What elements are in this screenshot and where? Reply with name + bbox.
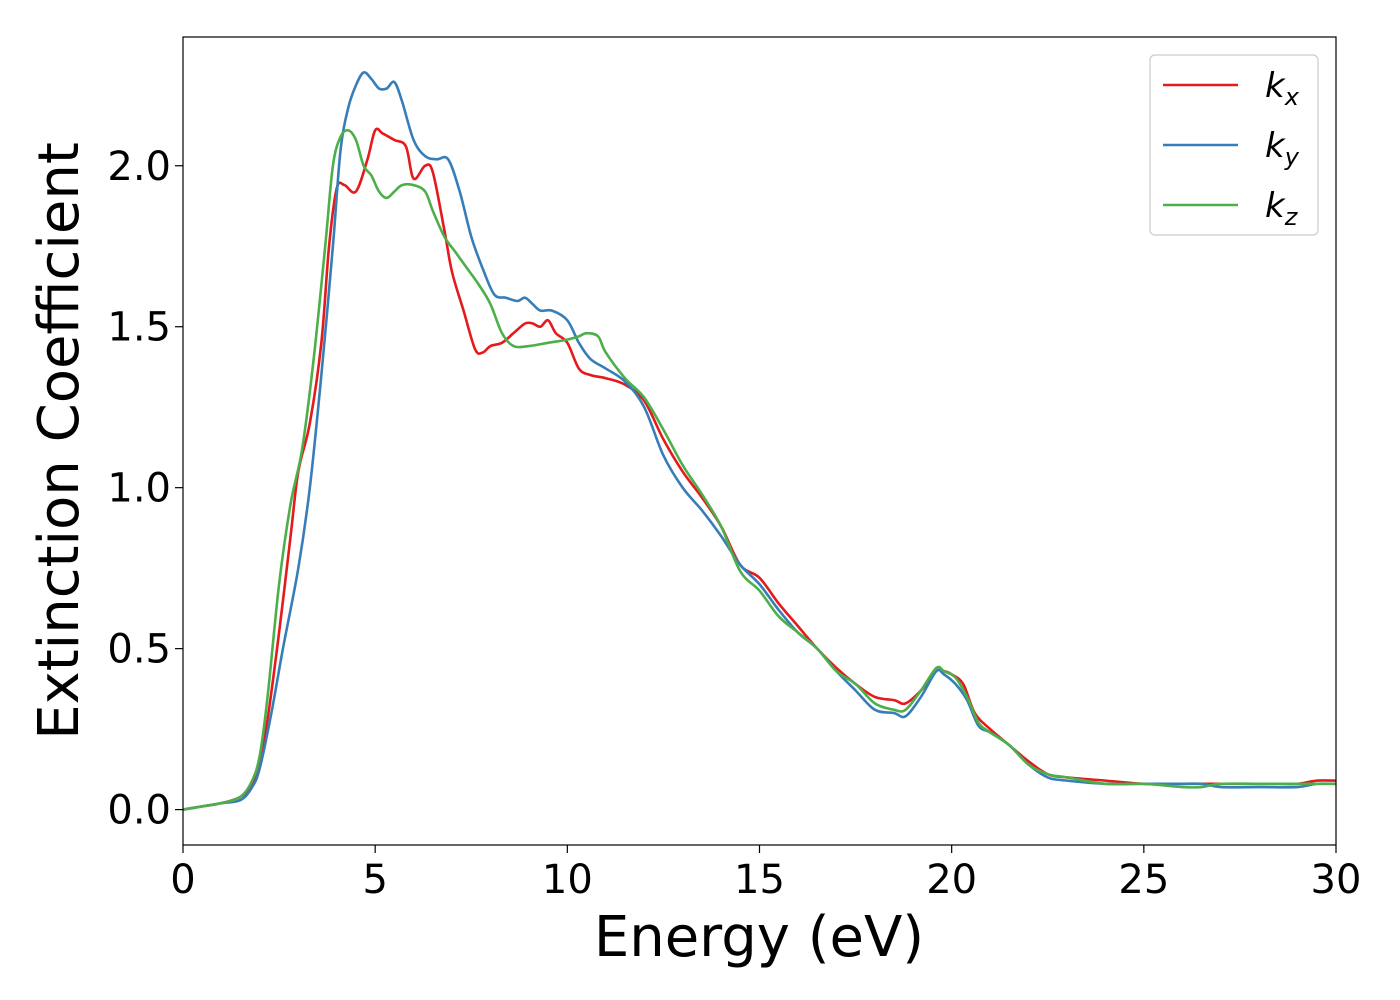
x-tick-label: 5 [362, 857, 387, 903]
legend: kx ky kz [1149, 54, 1319, 236]
y-tick-label: 1.5 [107, 305, 171, 351]
y-tick-label: 1.0 [107, 466, 171, 512]
x-tick-label: 15 [734, 857, 785, 903]
x-tick-label: 0 [170, 857, 195, 903]
legend-label-x: kx [1265, 66, 1300, 111]
series-line-z [183, 128, 1336, 811]
y-tick-label: 0.5 [107, 627, 171, 673]
y-axis-ticks: 0.0 0.5 1.0 1.5 2.0 [107, 144, 183, 834]
x-axis-ticks: 0 5 10 15 20 25 30 [170, 845, 1361, 903]
series-layer [183, 70, 1336, 811]
x-axis-title: Energy (eV) [594, 905, 924, 970]
legend-label-z: kz [1265, 186, 1299, 231]
x-tick-label: 30 [1311, 857, 1362, 903]
y-tick-label: 2.0 [107, 144, 171, 190]
legend-label-y: ky [1265, 126, 1300, 171]
x-tick-label: 20 [926, 857, 977, 903]
y-tick-label: 0.0 [107, 788, 171, 834]
y-axis-title: Extinction Coefficient [27, 142, 92, 740]
x-tick-label: 10 [542, 857, 593, 903]
x-tick-label: 25 [1118, 857, 1169, 903]
